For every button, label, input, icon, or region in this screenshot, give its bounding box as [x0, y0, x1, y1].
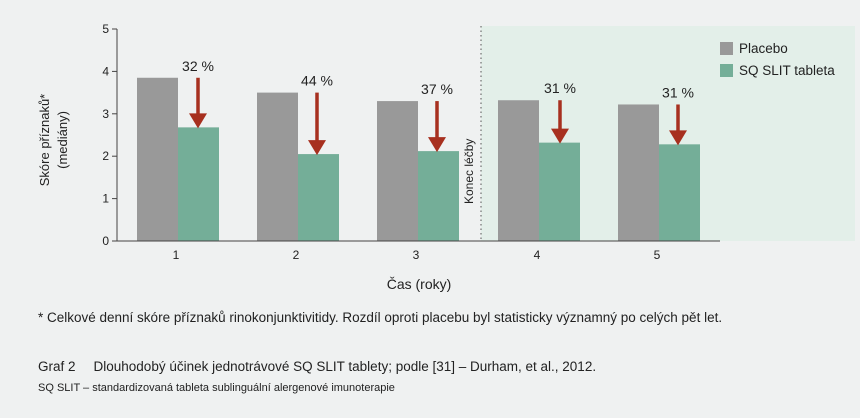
figure-caption-text: Dlouhodobý účinek jednotrávové SQ SLIT t…	[93, 359, 597, 374]
reduction-arrow-head-year-1	[189, 113, 207, 129]
bar-chart: 32 % 44 % 37 % 31 % 31 % 0 1 2 3 4 5 1 2 3 4 5 Konec l…	[37, 22, 855, 292]
bar-placebo-year-4	[498, 100, 539, 242]
y-axis-label-sub: (mediány)	[55, 111, 70, 169]
end-of-treatment-label: Konec léčby	[462, 139, 476, 204]
bar-placebo-year-2	[257, 92, 298, 241]
legend-swatch-slit	[720, 64, 733, 77]
bar-slit-year-3	[418, 151, 459, 241]
y-tick-label-3: 3	[102, 107, 109, 121]
figure-caption: Graf 2 Dlouhodobý účinek jednotrávové SQ …	[38, 359, 596, 374]
reduction-arrow-head-year-2	[308, 140, 326, 156]
bar-placebo-year-3	[377, 101, 418, 241]
y-axis-label: Skóre příznaků*	[37, 94, 52, 187]
x-tick-label-5: 5	[654, 248, 661, 262]
reduction-arrow-head-year-5	[669, 130, 687, 146]
y-tick-label-2: 2	[102, 149, 109, 163]
legend: Placebo SQ SLIT tableta	[720, 41, 835, 78]
y-tick-label-1: 1	[102, 192, 109, 206]
reduction-arrow-head-year-4	[551, 128, 569, 144]
bar-slit-year-5	[659, 144, 700, 241]
legend-label-placebo: Placebo	[739, 41, 788, 56]
y-tick-label-5: 5	[102, 22, 109, 36]
figure-number: Graf 2	[38, 359, 76, 374]
reduction-label-year-4: 31 %	[544, 80, 576, 96]
x-tick-label-1: 1	[173, 248, 180, 262]
abbreviation-note: SQ SLIT – standardizovaná tableta sublin…	[38, 382, 395, 394]
y-tick-label-4: 4	[102, 64, 109, 78]
x-tick-label-3: 3	[413, 248, 420, 262]
footnote: * Celkové denní skóre příznaků rinokonju…	[38, 310, 723, 325]
bar-placebo-year-5	[618, 104, 659, 241]
bar-slit-year-1	[178, 127, 219, 241]
reduction-label-year-2: 44 %	[301, 73, 333, 89]
reduction-arrow-head-year-3	[428, 137, 446, 153]
bar-slit-year-2	[298, 154, 339, 241]
reduction-label-year-3: 37 %	[421, 81, 453, 97]
y-tick-label-0: 0	[102, 234, 109, 248]
bar-slit-year-4	[539, 142, 580, 241]
legend-label-slit: SQ SLIT tableta	[739, 63, 835, 78]
reduction-label-year-5: 31 %	[662, 84, 694, 100]
legend-swatch-placebo	[720, 42, 733, 55]
bar-placebo-year-1	[137, 77, 178, 241]
x-tick-label-2: 2	[293, 248, 300, 262]
x-tick-label-4: 4	[534, 248, 541, 262]
x-axis-label: Čas (roky)	[387, 276, 452, 292]
reduction-label-year-1: 32 %	[182, 58, 214, 74]
